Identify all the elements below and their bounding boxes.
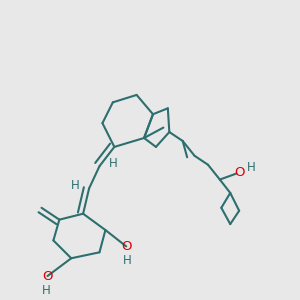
Text: O: O bbox=[234, 166, 244, 178]
Text: H: H bbox=[70, 179, 79, 192]
Text: H: H bbox=[110, 157, 118, 170]
Text: H: H bbox=[123, 254, 132, 267]
Text: H: H bbox=[42, 284, 50, 297]
Text: H: H bbox=[247, 161, 255, 174]
Text: O: O bbox=[42, 270, 53, 283]
Text: O: O bbox=[121, 240, 131, 253]
